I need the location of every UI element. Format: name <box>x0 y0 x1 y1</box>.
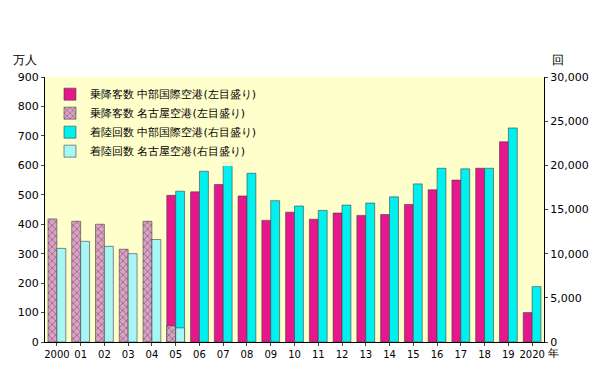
svg-text:100: 100 <box>18 306 39 319</box>
svg-text:10: 10 <box>288 349 301 360</box>
svg-text:30,000: 30,000 <box>550 71 589 84</box>
svg-text:500: 500 <box>18 189 39 202</box>
svg-text:18: 18 <box>478 349 491 360</box>
svg-text:5,000: 5,000 <box>550 292 582 305</box>
svg-text:回: 回 <box>552 53 564 67</box>
svg-text:300: 300 <box>18 248 39 261</box>
svg-text:08: 08 <box>241 349 254 360</box>
svg-text:16: 16 <box>431 349 444 360</box>
svg-text:900: 900 <box>18 71 39 84</box>
svg-text:万人: 万人 <box>13 53 37 67</box>
svg-text:13: 13 <box>359 349 372 360</box>
svg-text:15: 15 <box>407 349 420 360</box>
svg-text:年: 年 <box>548 347 559 360</box>
svg-text:02: 02 <box>98 349 111 360</box>
svg-text:09: 09 <box>264 349 277 360</box>
svg-text:2020: 2020 <box>519 349 544 360</box>
svg-text:07: 07 <box>217 349 230 360</box>
svg-text:乗降客数 中部国際空港(左目盛り): 乗降客数 中部国際空港(左目盛り) <box>90 88 256 101</box>
svg-text:01: 01 <box>74 349 87 360</box>
svg-text:14: 14 <box>383 349 396 360</box>
svg-text:04: 04 <box>146 349 159 360</box>
svg-text:05: 05 <box>169 349 182 360</box>
svg-text:19: 19 <box>502 349 515 360</box>
svg-text:0: 0 <box>550 336 557 349</box>
svg-text:2000: 2000 <box>44 349 69 360</box>
svg-text:17: 17 <box>454 349 467 360</box>
svg-text:着陸回数 名古屋空港(右目盛り): 着陸回数 名古屋空港(右目盛り) <box>90 145 245 158</box>
svg-text:06: 06 <box>193 349 206 360</box>
svg-text:10,000: 10,000 <box>550 248 589 261</box>
svg-text:700: 700 <box>18 130 39 143</box>
svg-text:12: 12 <box>336 349 349 360</box>
svg-text:800: 800 <box>18 100 39 113</box>
svg-text:400: 400 <box>18 218 39 231</box>
svg-text:着陸回数 中部国際空港(右目盛り): 着陸回数 中部国際空港(右目盛り) <box>90 126 256 139</box>
svg-text:03: 03 <box>122 349 135 360</box>
svg-text:0: 0 <box>32 336 39 349</box>
svg-text:200: 200 <box>18 277 39 290</box>
svg-text:600: 600 <box>18 159 39 172</box>
svg-text:15,000: 15,000 <box>550 203 589 216</box>
svg-text:乗降客数 名古屋空港(左目盛り): 乗降客数 名古屋空港(左目盛り) <box>90 107 245 120</box>
svg-text:25,000: 25,000 <box>550 115 589 128</box>
svg-text:20,000: 20,000 <box>550 159 589 172</box>
svg-text:11: 11 <box>312 349 325 360</box>
